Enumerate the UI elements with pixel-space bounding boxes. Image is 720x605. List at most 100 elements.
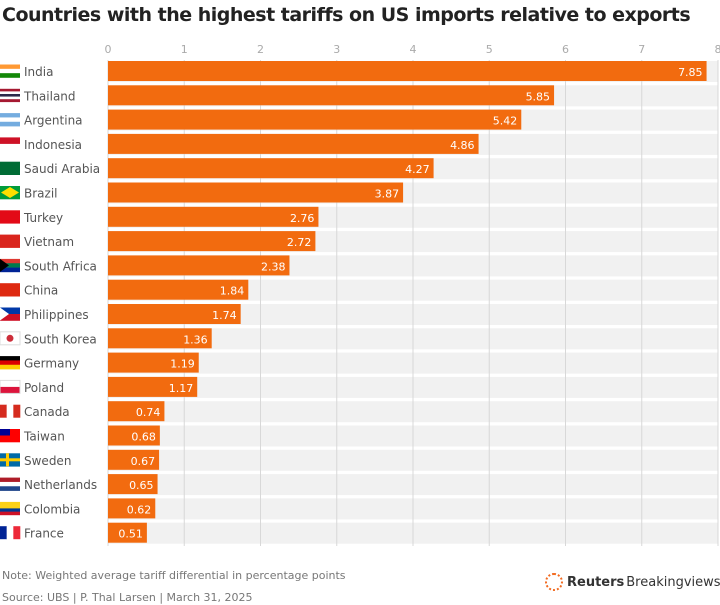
bar	[108, 279, 249, 300]
flag-stripe	[0, 511, 20, 516]
category-label: Indonesia	[24, 138, 82, 152]
bar	[108, 231, 316, 252]
bar	[108, 449, 160, 470]
netherlands-flag	[0, 477, 20, 491]
category-label: Vietnam	[24, 235, 74, 249]
chart-note: Note: Weighted average tariff differenti…	[2, 569, 346, 582]
south-africa-flag	[0, 258, 20, 273]
data-label: 1.74	[212, 309, 237, 322]
data-label: 1.19	[170, 358, 195, 371]
category-label: South Africa	[24, 259, 97, 273]
flag-stripe	[0, 99, 20, 103]
flag-stripe	[0, 477, 20, 483]
flag-stripe	[0, 234, 20, 248]
turkey-flag	[0, 210, 20, 224]
flag-border	[0, 331, 21, 346]
x-tick-label: 1	[181, 43, 188, 56]
vietnam-flag	[0, 234, 20, 248]
bar-row: France 0.51	[0, 522, 147, 543]
category-label: South Korea	[24, 332, 97, 346]
reuters-breakingviews-logo: Reuters Breakingviews	[545, 573, 720, 591]
bar	[108, 474, 158, 495]
flag-stripe	[0, 364, 20, 370]
bar-row: Taiwan 0.68	[0, 425, 160, 446]
saudi-arabia-flag	[0, 161, 20, 175]
x-tick-label: 0	[105, 43, 112, 56]
bar	[108, 376, 198, 397]
category-label: Taiwan	[23, 430, 65, 444]
category-label: France	[24, 527, 64, 541]
flag-stripe	[0, 307, 20, 315]
category-label: Turkey	[23, 211, 63, 225]
flag-stripe	[0, 501, 20, 506]
data-label: 0.65	[129, 479, 154, 492]
flag-triangle	[0, 258, 9, 272]
category-label: India	[24, 65, 53, 79]
flag-stripe	[0, 137, 20, 145]
flag-stripe	[0, 94, 20, 97]
flag-stripe	[0, 113, 20, 118]
bar-row: Indonesia 4.86	[0, 133, 479, 154]
bar	[108, 158, 434, 179]
bar-row: China 1.84	[0, 279, 249, 300]
flag-stripe	[0, 143, 20, 151]
bar-row: Germany 1.19	[0, 352, 199, 373]
flag-stripe	[0, 526, 7, 540]
flag-triangle	[0, 307, 9, 321]
logo-bold: Reuters	[567, 574, 625, 590]
bar	[108, 425, 160, 446]
data-label: 2.38	[261, 260, 286, 273]
thailand-flag	[0, 88, 20, 103]
data-label: 0.74	[136, 406, 161, 419]
argentina-flag	[0, 113, 20, 127]
data-label: 5.85	[526, 90, 551, 103]
data-label: 2.72	[287, 236, 312, 249]
bar	[108, 401, 165, 422]
bar-row: Argentina 5.42	[0, 109, 522, 130]
bar	[108, 61, 707, 81]
bar-row: Canada 0.74	[0, 401, 165, 422]
canada-flag	[0, 404, 21, 418]
brazil-flag	[0, 186, 20, 200]
category-label: China	[24, 284, 58, 298]
x-tick-label: 7	[638, 43, 645, 56]
flag-stripe	[13, 526, 21, 540]
flag-stripe	[0, 161, 20, 175]
bar-row: Netherlands 0.65	[0, 474, 158, 495]
data-label: 7.85	[678, 66, 703, 79]
flag-stripe	[0, 121, 20, 127]
taiwan-flag	[0, 429, 20, 443]
category-label: Sweden	[24, 454, 71, 468]
bar	[108, 352, 199, 373]
x-tick-label: 8	[715, 43, 720, 56]
bar-row: Saudi Arabia 4.27	[0, 158, 434, 179]
flag-stripe	[13, 404, 21, 418]
x-tick-label: 5	[486, 43, 493, 56]
bar	[108, 206, 319, 227]
colombia-flag	[0, 501, 20, 516]
poland-flag	[0, 379, 21, 394]
flag-stripe	[0, 283, 20, 297]
data-label: 2.76	[290, 212, 315, 225]
bar	[108, 304, 241, 324]
flag-stripe	[0, 263, 20, 268]
flag-stripe	[0, 356, 20, 361]
category-label: Argentina	[24, 114, 83, 128]
bar-row: Turkey 2.76	[0, 206, 319, 227]
bar	[108, 182, 404, 203]
data-label: 1.17	[169, 382, 194, 395]
flag-stripe	[0, 73, 20, 78]
category-label: Brazil	[24, 187, 58, 201]
data-label: 1.84	[220, 285, 245, 298]
flag-stripe	[0, 267, 20, 273]
flag-stripe	[0, 68, 20, 74]
bar-row: Colombia 0.62	[0, 498, 156, 519]
bar-row: Brazil 3.87	[0, 182, 404, 203]
flag-stripe	[0, 380, 20, 388]
category-label: Germany	[24, 357, 79, 371]
bar	[108, 498, 156, 519]
data-label: 4.27	[405, 163, 430, 176]
flag-stripe	[0, 117, 20, 123]
logo-rest: Breakingviews	[626, 574, 720, 590]
